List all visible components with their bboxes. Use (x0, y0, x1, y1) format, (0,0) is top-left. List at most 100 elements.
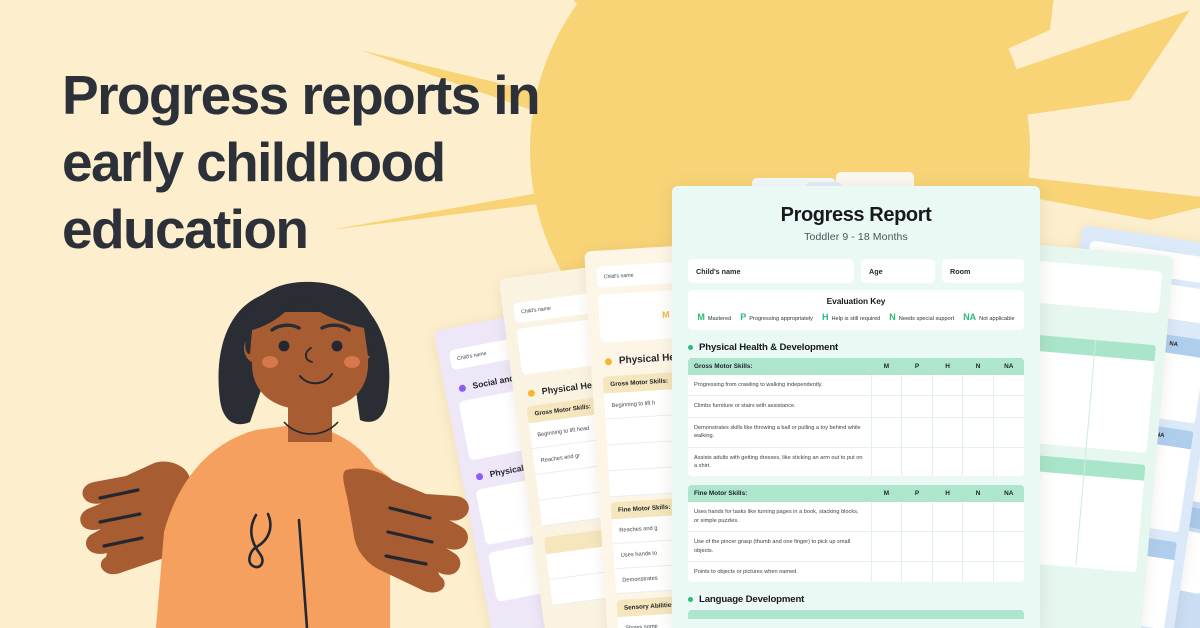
cream2-t2-row2: Uses hands to (620, 550, 658, 559)
nose (304, 347, 313, 363)
cell-n[interactable] (962, 417, 994, 448)
educator-character-illustration (80, 281, 469, 628)
gross-motor-row-3: Demonstrates skills like throwing a ball… (688, 417, 872, 448)
cream1-row-1: Beginning to lift head (537, 425, 590, 438)
cell-h[interactable] (932, 375, 964, 397)
key-code-p: P (740, 312, 747, 322)
collar-line (283, 421, 339, 435)
cell-na[interactable] (993, 531, 1024, 562)
cell-h[interactable] (932, 395, 964, 418)
key-label-m: Mastered (707, 316, 732, 322)
cell-p[interactable] (901, 502, 933, 533)
cream2-table2-label: Fine Motor Skills: (617, 503, 671, 514)
childs-name-label: Child's name (696, 266, 741, 276)
cell-n[interactable] (962, 531, 994, 562)
cell-p[interactable] (901, 447, 933, 477)
cell-m[interactable] (871, 375, 903, 397)
cell-h[interactable] (932, 502, 964, 533)
cell-m[interactable] (871, 502, 903, 533)
cell-n[interactable] (962, 395, 994, 418)
table-row: Use of the pincer grasp (thumb and one f… (688, 531, 1024, 562)
cell-n[interactable] (962, 561, 994, 583)
table-row: Uses hands for tasks like turning pages … (688, 502, 1024, 533)
cream1-section-dot (527, 388, 536, 397)
evaluation-key-items: M Mastered P Progressing appropriately H… (696, 312, 1016, 322)
cell-n[interactable] (962, 375, 994, 397)
section-title-physical-health: Physical Health & Development (699, 342, 839, 353)
evaluation-key-panel: Evaluation Key M Mastered P Progressing … (688, 290, 1024, 330)
gross-motor-row-2: Climbs furniture or stairs with assistan… (688, 395, 872, 418)
section-dot-icon (688, 345, 693, 350)
gross-motor-skills-table: Gross Motor Skills: M P H N NA Progressi… (688, 358, 1024, 477)
cell-h[interactable] (932, 447, 964, 477)
section-heading-language-development: Language Development (688, 594, 1024, 605)
table-header-row: Fine Motor Skills: M P H N NA (688, 485, 1024, 503)
fine-motor-label: Fine Motor Skills: (688, 485, 872, 503)
eye-right (331, 340, 343, 352)
col-m: M (871, 485, 902, 503)
cell-h[interactable] (932, 561, 964, 583)
col-n: N (962, 358, 994, 375)
col-p: P (901, 358, 933, 375)
cell-m[interactable] (871, 561, 903, 583)
cell-m[interactable] (871, 395, 903, 418)
cheek-right (344, 356, 360, 368)
room-field[interactable]: Room (942, 259, 1024, 283)
eyebrow-left (270, 323, 301, 332)
cell-na[interactable] (993, 447, 1024, 477)
gross-motor-row-4: Assists adults with getting dresses, lik… (688, 447, 872, 477)
section-dot-icon (688, 597, 693, 603)
key-label-p: Progressing appropriately (749, 316, 813, 322)
childs-name-field[interactable]: Child's name (688, 259, 854, 283)
page-title: Progress reports in early childhood educ… (62, 62, 642, 263)
key-item-not-applicable: NA Not applicable (963, 312, 1014, 322)
key-label-h: Help is still required (831, 316, 881, 322)
cell-p[interactable] (901, 531, 933, 562)
right-hand-icon (343, 468, 469, 593)
progress-report-title: Progress Report (780, 204, 932, 226)
cream2-section-dot (604, 358, 613, 366)
cell-n[interactable] (962, 502, 994, 533)
cell-p[interactable] (901, 375, 933, 397)
cell-p[interactable] (901, 561, 933, 583)
key-label-n: Needs special support (898, 316, 955, 322)
cell-n[interactable] (962, 447, 994, 477)
cream2-table1-label: Gross Motor Skills: (610, 377, 669, 389)
cheek-left (262, 356, 278, 368)
language-table-header-strip (688, 610, 1024, 620)
cell-p[interactable] (901, 417, 933, 448)
sweater (156, 424, 390, 628)
col-p: P (901, 485, 933, 503)
cell-m[interactable] (871, 531, 903, 562)
cell-m[interactable] (871, 417, 903, 448)
cream2-t2-row3: Demonstrates (622, 575, 658, 584)
cell-na[interactable] (993, 561, 1024, 583)
child-info-fields: Child's name Age Room (688, 259, 1024, 283)
cell-h[interactable] (932, 417, 964, 448)
cell-p[interactable] (901, 395, 933, 418)
col-m: M (871, 358, 902, 375)
table-row: Assists adults with getting dresses, lik… (688, 447, 1024, 477)
section-title-language-development: Language Development (699, 594, 805, 606)
evaluation-key-title: Evaluation Key (826, 296, 886, 306)
cell-m[interactable] (871, 447, 903, 477)
col-na: NA (993, 485, 1024, 503)
key-item-help: H Help is still required (822, 312, 880, 322)
fine-motor-row-1: Uses hands for tasks like turning pages … (688, 502, 872, 533)
cream2-field-label: Child's name (603, 272, 634, 280)
progress-report-document: Progress Report Toddler 9 - 18 Months Ch… (672, 186, 1040, 628)
cell-h[interactable] (932, 531, 964, 562)
age-field[interactable]: Age (861, 259, 935, 283)
progress-report-subtitle: Toddler 9 - 18 Months (804, 231, 908, 243)
fine-motor-row-2: Use of the pincer grasp (thumb and one f… (688, 531, 872, 562)
cell-na[interactable] (993, 502, 1024, 533)
cream2-t3-row1: Shows some (625, 623, 658, 628)
cell-na[interactable] (993, 375, 1024, 397)
headline-line-1: Progress reports in (62, 64, 541, 126)
key-item-progressing: P Progressing appropriately (740, 312, 813, 322)
cell-na[interactable] (993, 417, 1024, 448)
room-label: Room (950, 266, 971, 276)
cell-na[interactable] (993, 395, 1024, 418)
fine-motor-skills-table: Fine Motor Skills: M P H N NA Uses hands… (688, 485, 1024, 583)
key-code-n: N (889, 312, 896, 322)
